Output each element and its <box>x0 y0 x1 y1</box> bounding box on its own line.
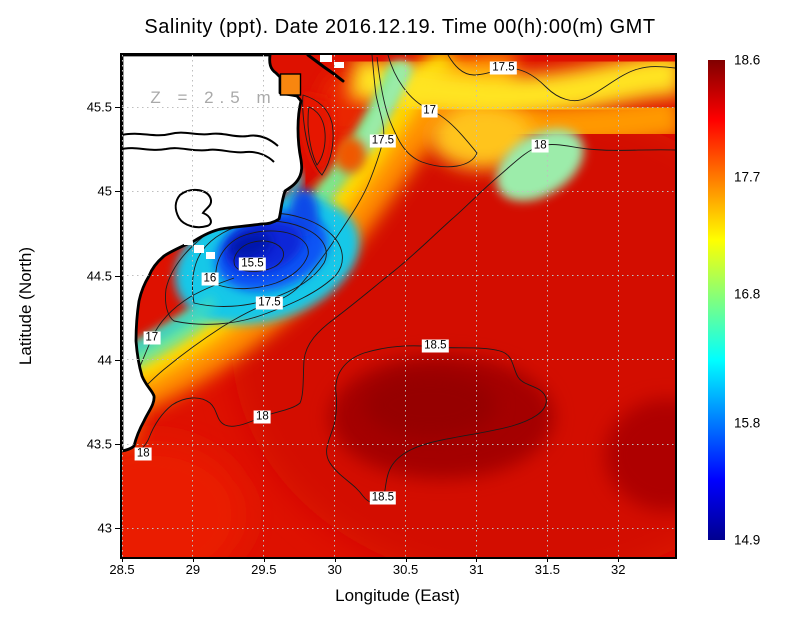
y-tick-label: 44 <box>97 352 112 368</box>
x-tick-mark <box>122 557 123 562</box>
lagoon-shore-1 <box>122 131 279 147</box>
lagoon-cell <box>279 73 302 96</box>
inland-lake <box>174 189 213 229</box>
colorbar <box>708 60 725 540</box>
lagoon-shore-2 <box>122 147 275 163</box>
x-tick-mark <box>192 557 194 562</box>
y-tick-label: 45 <box>97 183 112 199</box>
y-tick-mark <box>115 528 120 530</box>
x-tick-label: 28.5 <box>109 562 135 577</box>
y-tick-mark <box>115 444 120 446</box>
colorbar-tick-label: 18.6 <box>734 52 761 68</box>
colorbar-tick-label: 14.9 <box>734 532 761 548</box>
x-tick-label: 29 <box>185 562 201 577</box>
colorbar-tick-label: 17.7 <box>734 169 761 185</box>
x-tick-mark <box>405 557 407 562</box>
y-tick-mark <box>115 359 120 361</box>
x-tick-mark <box>476 557 478 562</box>
x-tick-mark <box>334 557 336 562</box>
x-tick-label: 31.5 <box>534 562 561 577</box>
chart-title: Salinity (ppt). Date 2016.12.19. Time 00… <box>144 16 656 38</box>
y-tick-mark <box>115 107 120 109</box>
x-tick-label: 30 <box>327 562 342 577</box>
y-tick-mark <box>115 191 120 193</box>
colorbar-tick-label: 16.8 <box>734 286 761 301</box>
y-tick-mark <box>115 275 120 277</box>
x-tick-label: 31 <box>469 562 484 577</box>
x-tick-mark <box>547 557 549 562</box>
salinity-field-svg <box>122 55 675 557</box>
x-axis-title: Longitude (East) <box>335 586 460 605</box>
x-tick-label: 30.5 <box>392 562 419 577</box>
y-axis-title: Latitude (North) <box>16 246 35 366</box>
x-tick-label: 29.5 <box>251 562 277 577</box>
x-tick-mark <box>263 557 265 562</box>
y-tick-label: 43.5 <box>86 436 112 452</box>
y-tick-label: 44.5 <box>86 268 112 284</box>
coastal-spit <box>306 55 345 83</box>
y-tick-label: 45.5 <box>86 99 112 115</box>
colorbar-tick-label: 15.8 <box>734 415 761 431</box>
land-coastline <box>122 55 345 453</box>
x-tick-label: 32 <box>611 562 626 577</box>
map-plot-area: 15.5 16 17 17.5 18 18 18.5 18.5 17.5 17 17.5 18 Z =… <box>120 53 677 559</box>
depth-annotation: Z = 2.5 m <box>150 87 277 107</box>
x-tick-mark <box>618 557 620 562</box>
y-tick-label: 43 <box>97 520 112 536</box>
